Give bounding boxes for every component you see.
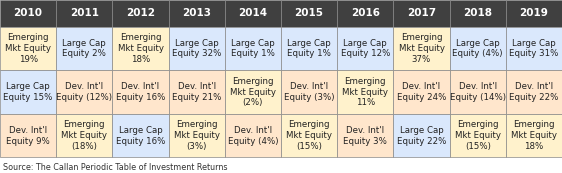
- Bar: [0, 0, 56, 27]
- Text: Emerging
Mkt Equity
19%: Emerging Mkt Equity 19%: [5, 33, 51, 64]
- Text: Large Cap
Equity 12%: Large Cap Equity 12%: [341, 39, 390, 58]
- Bar: [337, 0, 393, 27]
- Bar: [337, 70, 393, 114]
- Text: Large Cap
Equity 32%: Large Cap Equity 32%: [172, 39, 221, 58]
- Bar: [112, 114, 169, 157]
- Text: Emerging
Mkt Equity
(15%): Emerging Mkt Equity (15%): [455, 120, 501, 151]
- Bar: [225, 114, 281, 157]
- Text: Emerging
Mkt Equity
37%: Emerging Mkt Equity 37%: [398, 33, 445, 64]
- Text: 2017: 2017: [407, 8, 436, 18]
- Bar: [506, 0, 562, 27]
- Text: Large Cap
Equity 1%: Large Cap Equity 1%: [231, 39, 275, 58]
- Bar: [0, 27, 56, 70]
- Text: Dev. Int'l
Equity 16%: Dev. Int'l Equity 16%: [116, 82, 165, 102]
- Text: Large Cap
Equity 16%: Large Cap Equity 16%: [116, 126, 165, 145]
- Text: Large Cap
Equity 15%: Large Cap Equity 15%: [3, 82, 53, 102]
- Text: Large Cap
Equity (4%): Large Cap Equity (4%): [452, 39, 503, 58]
- Bar: [450, 114, 506, 157]
- Text: Large Cap
Equity 1%: Large Cap Equity 1%: [287, 39, 331, 58]
- Bar: [506, 70, 562, 114]
- Bar: [56, 70, 112, 114]
- Text: Large Cap
Equity 22%: Large Cap Equity 22%: [397, 126, 446, 145]
- Bar: [112, 0, 169, 27]
- Text: Emerging
Mkt Equity
(2%): Emerging Mkt Equity (2%): [230, 77, 276, 107]
- Bar: [506, 27, 562, 70]
- Text: Dev. Int'l
Equity (3%): Dev. Int'l Equity (3%): [284, 82, 334, 102]
- Text: 2018: 2018: [463, 8, 492, 18]
- Bar: [393, 27, 450, 70]
- Text: Dev. Int'l
Equity 3%: Dev. Int'l Equity 3%: [343, 126, 387, 145]
- Bar: [281, 114, 337, 157]
- Text: Dev. Int'l
Equity 9%: Dev. Int'l Equity 9%: [6, 126, 50, 145]
- Text: Emerging
Mkt Equity
18%: Emerging Mkt Equity 18%: [117, 33, 164, 64]
- Bar: [56, 0, 112, 27]
- Bar: [281, 0, 337, 27]
- Text: 2016: 2016: [351, 8, 380, 18]
- Text: Dev. Int'l
Equity 22%: Dev. Int'l Equity 22%: [509, 82, 559, 102]
- Bar: [0, 114, 56, 157]
- Bar: [337, 114, 393, 157]
- Text: 2010: 2010: [13, 8, 43, 18]
- Bar: [0, 70, 56, 114]
- Text: Emerging
Mkt Equity
11%: Emerging Mkt Equity 11%: [342, 77, 388, 107]
- Text: 2014: 2014: [238, 8, 268, 18]
- Bar: [281, 70, 337, 114]
- Text: Large Cap
Equity 2%: Large Cap Equity 2%: [62, 39, 106, 58]
- Text: Source: The Callan Periodic Table of Investment Returns: Source: The Callan Periodic Table of Inv…: [3, 163, 227, 172]
- Text: Emerging
Mkt Equity
(18%): Emerging Mkt Equity (18%): [61, 120, 107, 151]
- Text: Emerging
Mkt Equity
(15%): Emerging Mkt Equity (15%): [286, 120, 332, 151]
- Bar: [169, 70, 225, 114]
- Bar: [169, 0, 225, 27]
- Text: Large Cap
Equity 31%: Large Cap Equity 31%: [509, 39, 559, 58]
- Bar: [506, 114, 562, 157]
- Text: Dev. Int'l
Equity 24%: Dev. Int'l Equity 24%: [397, 82, 446, 102]
- Bar: [169, 27, 225, 70]
- Bar: [393, 114, 450, 157]
- Text: 2015: 2015: [294, 8, 324, 18]
- Bar: [112, 27, 169, 70]
- Text: Dev. Int'l
Equity (14%): Dev. Int'l Equity (14%): [450, 82, 506, 102]
- Bar: [281, 27, 337, 70]
- Text: 2013: 2013: [182, 8, 211, 18]
- Bar: [112, 70, 169, 114]
- Text: 2019: 2019: [519, 8, 549, 18]
- Text: 2012: 2012: [126, 8, 155, 18]
- Bar: [450, 0, 506, 27]
- Text: Dev. Int'l
Equity 21%: Dev. Int'l Equity 21%: [172, 82, 221, 102]
- Bar: [337, 27, 393, 70]
- Bar: [225, 70, 281, 114]
- Bar: [393, 70, 450, 114]
- Bar: [169, 114, 225, 157]
- Bar: [450, 70, 506, 114]
- Text: Emerging
Mkt Equity
18%: Emerging Mkt Equity 18%: [511, 120, 557, 151]
- Text: Dev. Int'l
Equity (12%): Dev. Int'l Equity (12%): [56, 82, 112, 102]
- Text: Dev. Int'l
Equity (4%): Dev. Int'l Equity (4%): [228, 126, 278, 145]
- Bar: [450, 27, 506, 70]
- Bar: [225, 0, 281, 27]
- Bar: [56, 114, 112, 157]
- Bar: [225, 27, 281, 70]
- Bar: [56, 27, 112, 70]
- Text: Emerging
Mkt Equity
(3%): Emerging Mkt Equity (3%): [174, 120, 220, 151]
- Bar: [393, 0, 450, 27]
- Text: 2011: 2011: [70, 8, 99, 18]
